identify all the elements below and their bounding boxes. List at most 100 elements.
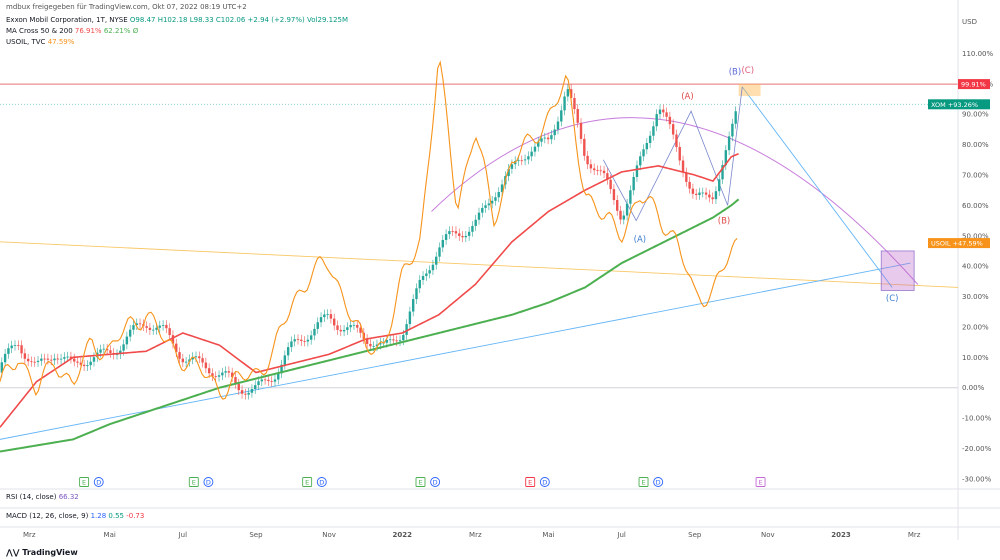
candle-body <box>273 379 277 382</box>
earnings-marker <box>525 477 536 487</box>
earnings-marker <box>188 477 199 487</box>
wave-label: (A) <box>681 92 693 102</box>
change-value: +2.94 (+2.97%) <box>247 16 305 24</box>
candle-body <box>415 288 418 300</box>
candle-body <box>119 350 122 355</box>
low-value: L98.33 <box>189 16 214 24</box>
candle-body <box>109 350 112 353</box>
candle-body <box>46 358 50 360</box>
candle-body <box>300 339 303 342</box>
candle-body <box>691 188 695 194</box>
y-tick-label: -10.00% <box>962 415 992 423</box>
candle-body <box>184 361 188 363</box>
candle-body <box>543 137 547 139</box>
y-tick-label: 20.00% <box>962 323 989 331</box>
ma50-line <box>0 152 739 428</box>
candle-body <box>329 314 333 319</box>
candle-body <box>43 358 46 360</box>
y-tick-label: -30.00% <box>962 475 992 483</box>
candle-body <box>662 109 665 113</box>
candle-body <box>579 122 583 139</box>
candle-body <box>7 348 10 354</box>
candle-body <box>481 207 484 213</box>
candle-body <box>346 327 349 330</box>
candle-body <box>533 146 537 152</box>
candle-body <box>194 356 198 358</box>
candle-body <box>464 235 468 238</box>
candle-body <box>122 344 125 351</box>
tradingview-logo[interactable]: ⋀⋁ TradingView <box>6 548 78 557</box>
candle-body <box>523 159 527 161</box>
event-marker-label: D <box>319 479 324 487</box>
candle-body <box>260 379 264 382</box>
support-trendline <box>0 262 911 440</box>
candle-body <box>369 343 372 347</box>
oil-value: 47.59% <box>47 38 75 46</box>
candle-body <box>510 164 514 169</box>
candle-body <box>487 203 491 206</box>
top-zone-box <box>738 83 761 96</box>
candle-body <box>530 151 533 157</box>
y-tick-label: 90.00% <box>962 111 989 119</box>
candle-body <box>125 336 129 345</box>
candle-body <box>694 193 698 195</box>
candle-body <box>40 358 43 361</box>
candle-body <box>342 329 346 332</box>
macd-value-3: -0.73 <box>126 512 145 520</box>
candle-body <box>336 325 339 330</box>
price-tag-text: USOIL +47.59% <box>931 240 983 248</box>
candle-body <box>76 361 79 363</box>
dividend-marker <box>93 477 104 487</box>
x-tick-label: Jul <box>178 531 188 539</box>
ma-legend-line[interactable]: MA Cross 50 & 200 76.91% 62.21% Ø <box>6 27 138 35</box>
candle-body <box>227 371 231 373</box>
wave-label: (A) <box>634 235 646 245</box>
candle-body <box>89 361 92 366</box>
candle-body <box>494 197 497 201</box>
candle-body <box>356 324 359 328</box>
candle-body <box>250 389 254 393</box>
candle-body <box>629 190 632 204</box>
published-text: mdbux freigegeben für TradingView.com, O… <box>6 3 247 11</box>
candle-body <box>20 345 23 354</box>
candle-body <box>306 339 310 342</box>
event-marker-label: E <box>641 479 645 487</box>
candle-body <box>286 347 290 356</box>
y-tick-label: 60.00% <box>962 202 989 210</box>
candle-body <box>619 210 622 220</box>
candle-body <box>474 219 477 226</box>
candle-body <box>599 170 602 172</box>
candle-body <box>86 365 89 367</box>
event-marker-label: E <box>192 479 196 487</box>
candle-body <box>135 323 138 326</box>
candle-body <box>69 356 73 359</box>
ma-value-1: 76.91% <box>74 27 102 35</box>
event-marker-label: D <box>433 479 438 487</box>
x-tick-label: Mrz <box>908 531 921 539</box>
candle-body <box>63 357 66 359</box>
candle-body <box>138 323 142 325</box>
candle-body <box>418 279 421 289</box>
candle-body <box>267 379 270 382</box>
macd-legend[interactable]: MACD (12, 26, close, 9) 1.28 0.55 -0.73 <box>6 512 144 520</box>
candle-body <box>708 194 711 198</box>
candle-body <box>36 360 40 362</box>
rsi-legend[interactable]: RSI (14, close) 66.32 <box>6 493 79 501</box>
candle-body <box>152 329 155 331</box>
candle-body <box>490 200 494 204</box>
event-marker-label: E <box>528 479 532 487</box>
y-tick-label: 0.00% <box>962 384 985 392</box>
candle-body <box>734 111 737 124</box>
oil-legend-line[interactable]: USOIL, TVC 47.59% <box>6 38 74 46</box>
brand-text: TradingView <box>22 548 78 557</box>
candle-body <box>13 345 17 346</box>
x-tick-label: Nov <box>322 531 336 539</box>
candle-body <box>230 372 234 378</box>
candle-body <box>685 172 688 182</box>
symbol-name[interactable]: Exxon Mobil Corporation, 1T, NYSE <box>6 16 128 24</box>
candle-body <box>727 136 731 151</box>
candle-body <box>359 327 362 333</box>
projection-arc <box>431 117 919 285</box>
